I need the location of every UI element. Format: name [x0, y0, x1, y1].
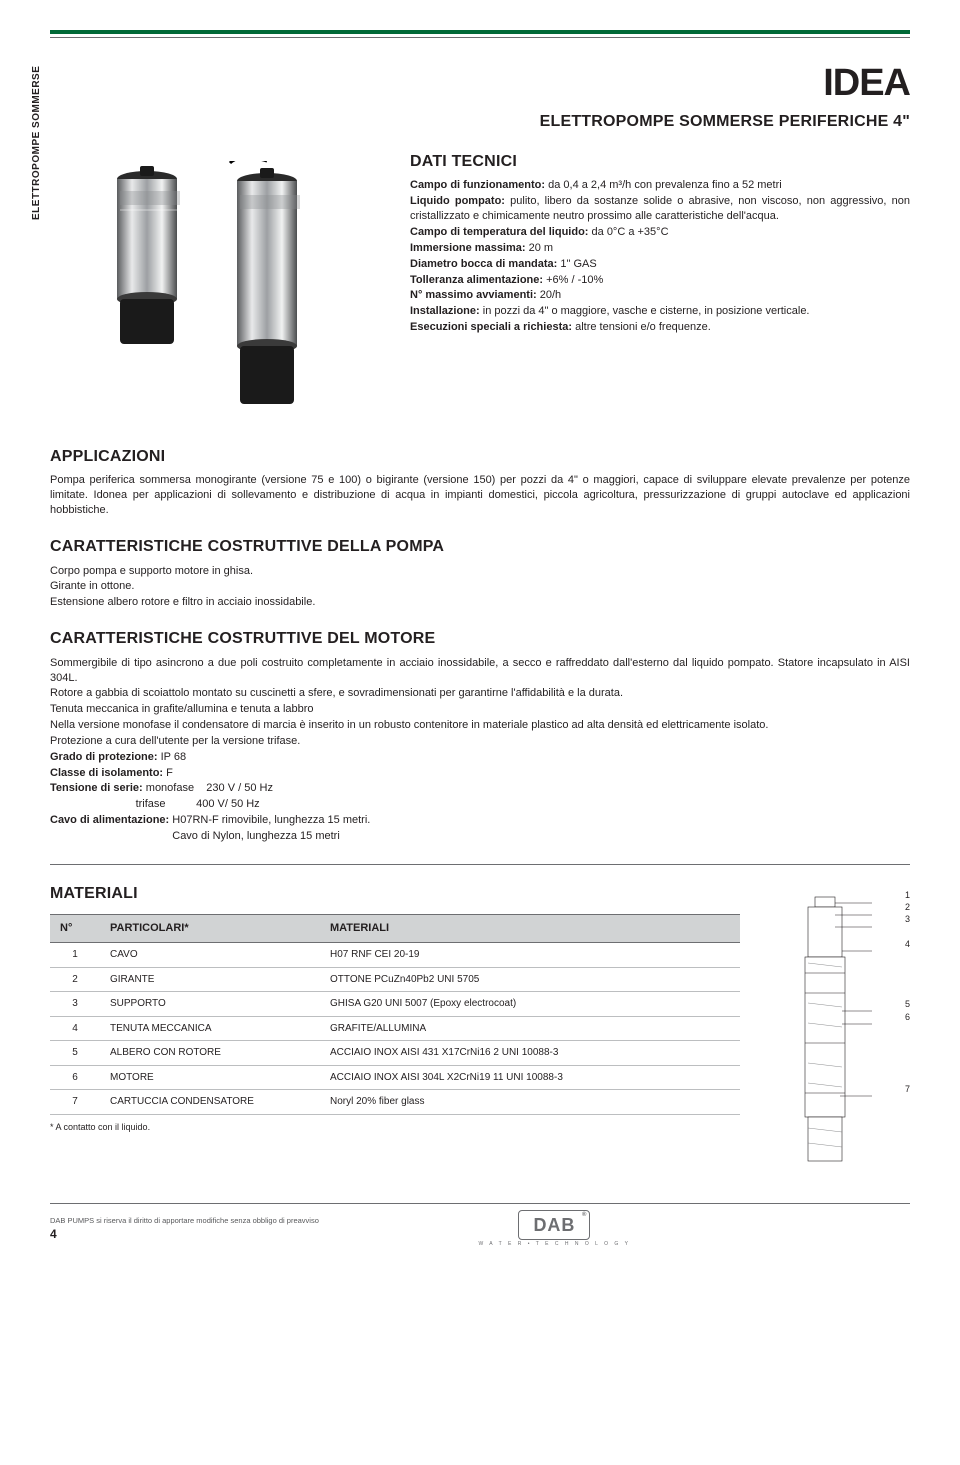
- motore-p1: Sommergibile di tipo asincrono a due pol…: [50, 656, 910, 686]
- table-cell: CAVO: [100, 943, 320, 968]
- page-subtitle: ELETTROPOMPE SOMMERSE PERIFERICHE 4": [100, 111, 910, 133]
- table-cell: ACCIAIO INOX AISI 431 X17CrNi16 2 UNI 10…: [320, 1041, 740, 1066]
- table-cell: 4: [50, 1016, 100, 1041]
- table-cell: H07 RNF CEI 20-19: [320, 943, 740, 968]
- divider-rule: [50, 864, 910, 865]
- tech-line: Campo di temperatura del liquido: da 0°C…: [410, 225, 910, 240]
- tech-line: Tolleranza alimentazione: +6% / -10%: [410, 273, 910, 288]
- diagram-callout: 7: [905, 1083, 910, 1095]
- col-materiali: MATERIALI: [320, 915, 740, 943]
- table-row: 2GIRANTEOTTONE PCuZn40Pb2 UNI 5705: [50, 967, 740, 992]
- page-header: IDEA ELETTROPOMPE SOMMERSE PERIFERICHE 4…: [50, 58, 910, 133]
- applicazioni-text: Pompa periferica sommersa monogirante (v…: [50, 473, 910, 518]
- applicazioni-section: APPLICAZIONI Pompa periferica sommersa m…: [50, 446, 910, 518]
- col-n: N°: [50, 915, 100, 943]
- table-cell: 6: [50, 1065, 100, 1090]
- tech-line: N° massimo avviamenti: 20/h: [410, 288, 910, 303]
- table-cell: ALBERO CON ROTORE: [100, 1041, 320, 1066]
- table-row: 6MOTOREACCIAIO INOX AISI 304L X2CrNi19 1…: [50, 1065, 740, 1090]
- page-number: 4: [50, 1226, 319, 1242]
- table-cell: SUPPORTO: [100, 992, 320, 1017]
- table-cell: ACCIAIO INOX AISI 304L X2CrNi19 11 UNI 1…: [320, 1065, 740, 1090]
- applicazioni-title: APPLICAZIONI: [50, 446, 910, 468]
- logo-text: DAB: [533, 1215, 575, 1235]
- motore-spec-line: Cavo di Nylon, lunghezza 15 metri: [50, 829, 910, 844]
- table-row: 1CAVOH07 RNF CEI 20-19: [50, 943, 740, 968]
- logo-registered-icon: ®: [582, 1211, 587, 1219]
- tech-line: Diametro bocca di mandata: 1" GAS: [410, 257, 910, 272]
- table-cell: GIRANTE: [100, 967, 320, 992]
- diagram-callout: 5: [905, 998, 910, 1010]
- tech-title: DATI TECNICI: [410, 151, 910, 173]
- product-images: [100, 151, 390, 416]
- motore-p5: Protezione a cura dell'utente per la ver…: [50, 734, 910, 749]
- diagram-callout: 3: [905, 913, 910, 925]
- footer-logo: DAB ® W A T E R • T E C H N O L O G Y: [319, 1210, 790, 1248]
- page-footer: DAB PUMPS si riserva il diritto di appor…: [50, 1203, 910, 1248]
- table-cell: CARTUCCIA CONDENSATORE: [100, 1090, 320, 1115]
- table-cell: OTTONE PCuZn40Pb2 UNI 5705: [320, 967, 740, 992]
- pump-image-tall: [220, 161, 315, 416]
- materials-footnote: * A contatto con il liquido.: [50, 1121, 740, 1133]
- tech-line: Campo di funzionamento: da 0,4 a 2,4 m³/…: [410, 178, 910, 193]
- materials-title: MATERIALI: [50, 883, 740, 905]
- motore-spec-line: Classe di isolamento: F: [50, 766, 910, 781]
- table-cell: 7: [50, 1090, 100, 1115]
- table-cell: GRAFITE/ALLUMINA: [320, 1016, 740, 1041]
- thin-rule: [50, 37, 910, 38]
- table-cell: 2: [50, 967, 100, 992]
- diagram-callout: 2: [905, 901, 910, 913]
- table-row: 3SUPPORTOGHISA G20 UNI 5007 (Epoxy elect…: [50, 992, 740, 1017]
- motore-spec-line: trifase 400 V/ 50 Hz: [50, 797, 910, 812]
- table-cell: TENUTA MECCANICA: [100, 1016, 320, 1041]
- materials-table: N° PARTICOLARI* MATERIALI 1CAVOH07 RNF C…: [50, 914, 740, 1114]
- brand-top-border: [50, 30, 910, 34]
- logo-subtitle: W A T E R • T E C H N O L O G Y: [319, 1241, 790, 1248]
- materials-block: MATERIALI N° PARTICOLARI* MATERIALI 1CAV…: [50, 883, 740, 1133]
- tech-line: Installazione: in pozzi da 4" o maggiore…: [410, 304, 910, 319]
- motore-p4: Nella versione monofase il condensatore …: [50, 718, 910, 733]
- col-particolari: PARTICOLARI*: [100, 915, 320, 943]
- motore-spec-line: Grado di protezione: IP 68: [50, 750, 910, 765]
- motore-spec-line: Cavo di alimentazione: H07RN-F rimovibil…: [50, 813, 910, 828]
- pompa-line: Estensione albero rotore e filtro in acc…: [50, 595, 910, 610]
- table-row: 5ALBERO CON ROTOREACCIAIO INOX AISI 431 …: [50, 1041, 740, 1066]
- pompa-title: CARATTERISTICHE COSTRUTTIVE DELLA POMPA: [50, 536, 910, 558]
- motore-title: CARATTERISTICHE COSTRUTTIVE DEL MOTORE: [50, 628, 910, 650]
- tech-line: Esecuzioni speciali a richiesta: altre t…: [410, 320, 910, 335]
- diagram-callout: 4: [905, 938, 910, 950]
- motore-p2: Rotore a gabbia di scoiattolo montato su…: [50, 686, 910, 701]
- pump-image-short: [100, 161, 195, 356]
- cutaway-diagram: 123 4 56 7: [780, 883, 910, 1173]
- page-title: IDEA: [100, 58, 910, 109]
- motore-p3: Tenuta meccanica in grafite/allumina e t…: [50, 702, 910, 717]
- pompa-section: CARATTERISTICHE COSTRUTTIVE DELLA POMPA …: [50, 536, 910, 610]
- table-row: 7CARTUCCIA CONDENSATORENoryl 20% fiber g…: [50, 1090, 740, 1115]
- motore-section: CARATTERISTICHE COSTRUTTIVE DEL MOTORE S…: [50, 628, 910, 844]
- table-cell: 5: [50, 1041, 100, 1066]
- sidebar-label: ELETTROPOMPE SOMMERSE: [30, 66, 44, 220]
- table-cell: 3: [50, 992, 100, 1017]
- table-cell: GHISA G20 UNI 5007 (Epoxy electrocoat): [320, 992, 740, 1017]
- tech-data-block: DATI TECNICI Campo di funzionamento: da …: [390, 151, 910, 416]
- diagram-callout: 6: [905, 1011, 910, 1023]
- diagram-callout: 1: [905, 889, 910, 901]
- pompa-line: Girante in ottone.: [50, 579, 910, 594]
- tech-line: Liquido pompato: pulito, libero da sosta…: [410, 194, 910, 224]
- table-cell: Noryl 20% fiber glass: [320, 1090, 740, 1115]
- table-cell: 1: [50, 943, 100, 968]
- table-cell: MOTORE: [100, 1065, 320, 1090]
- pompa-line: Corpo pompa e supporto motore in ghisa.: [50, 564, 910, 579]
- motore-spec-line: Tensione di serie: monofase 230 V / 50 H…: [50, 781, 910, 796]
- table-row: 4TENUTA MECCANICAGRAFITE/ALLUMINA: [50, 1016, 740, 1041]
- footer-disclaimer: DAB PUMPS si riserva il diritto di appor…: [50, 1216, 319, 1226]
- tech-line: Immersione massima: 20 m: [410, 241, 910, 256]
